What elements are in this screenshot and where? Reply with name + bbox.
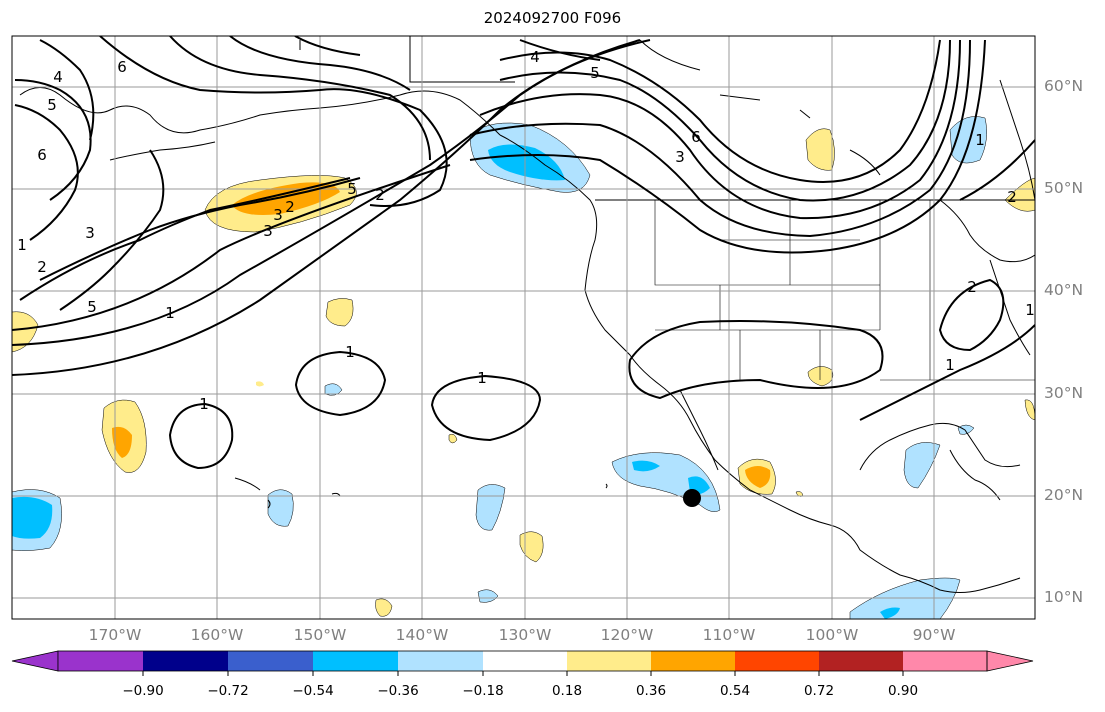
- contour-label: 5: [347, 180, 357, 198]
- graticule: [12, 36, 1035, 619]
- colorbar-tick-label: 0.72: [803, 683, 835, 699]
- contour-label: 1: [975, 131, 985, 149]
- contour-label: 2: [375, 186, 385, 204]
- lon-label: 130°W: [498, 626, 552, 644]
- contour-label: 3: [85, 224, 95, 242]
- contour-label: 2: [37, 258, 47, 276]
- colorbar-tick-label: 0.54: [719, 683, 751, 699]
- colorbar-tick-label: −0.54: [292, 683, 334, 699]
- lon-label: 100°W: [805, 626, 859, 644]
- colorbar-tick-label: 0.36: [635, 683, 667, 699]
- contour-label: 2: [1007, 188, 1017, 206]
- contour-label: 1: [1025, 301, 1035, 319]
- lat-label: 20°N: [1044, 486, 1084, 504]
- lat-label: 30°N: [1044, 384, 1084, 402]
- contours: [12, 36, 1035, 470]
- lon-label: 160°W: [190, 626, 244, 644]
- contour-label: 6: [117, 58, 127, 76]
- lon-label: 110°W: [702, 626, 756, 644]
- lon-label: 170°W: [88, 626, 142, 644]
- contour-label: 2: [967, 278, 977, 296]
- islands: [234, 477, 608, 509]
- map-frame: [11, 35, 1036, 620]
- contour-label: 3: [263, 222, 273, 240]
- shaded-negative-regions: [12, 116, 987, 619]
- colorbar-tick-label: 0.18: [551, 683, 583, 699]
- contour-label: 2: [285, 198, 295, 216]
- lon-label: 150°W: [293, 626, 347, 644]
- contour-label: 4: [530, 48, 540, 66]
- contour-label: 5: [87, 298, 97, 316]
- lon-label: 140°W: [395, 626, 449, 644]
- lat-label: 60°N: [1044, 77, 1084, 95]
- lat-label: 40°N: [1044, 281, 1084, 299]
- contour-label: 5: [47, 96, 57, 114]
- location-marker: [683, 489, 701, 507]
- contour-label: 4: [53, 68, 63, 86]
- state-borders: [654, 200, 1035, 381]
- contour-label: 6: [691, 128, 701, 146]
- colorbar-tick-label: 0.90: [887, 683, 919, 699]
- lat-label: 10°N: [1044, 588, 1084, 606]
- contour-label: 1: [945, 356, 955, 374]
- contour-labels: 5 6 3 2 1 4 5 6 3 2 1 1 1 1 4 5 2 3 2 1 …: [17, 48, 1035, 413]
- colorbar-tick-label: −0.36: [377, 683, 419, 699]
- contour-label: 6: [37, 146, 47, 164]
- chart-title: 2024092700 F096: [483, 9, 622, 27]
- contour-label: 3: [675, 148, 685, 166]
- lat-label: 50°N: [1044, 179, 1084, 197]
- shaded-positive-regions: [12, 128, 1035, 617]
- lon-label: 90°W: [912, 626, 956, 644]
- contour-label: 3: [273, 206, 283, 224]
- lon-label: 120°W: [600, 626, 654, 644]
- contour-label: 5: [590, 64, 600, 82]
- contour-label: 1: [477, 369, 487, 387]
- contour-label: 1: [199, 395, 209, 413]
- colorbar-tick-label: −0.72: [207, 683, 249, 699]
- contour-label: 1: [17, 236, 27, 254]
- colorbar-tick-label: −0.18: [462, 683, 504, 699]
- colorbar-tick-label: −0.90: [122, 683, 164, 699]
- contour-label: 1: [345, 343, 355, 361]
- contour-label: 1: [165, 304, 175, 322]
- colorbar: [11, 650, 1034, 676]
